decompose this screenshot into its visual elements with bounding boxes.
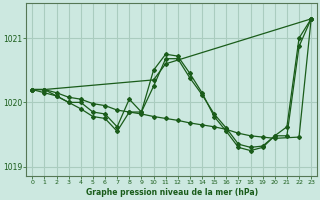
X-axis label: Graphe pression niveau de la mer (hPa): Graphe pression niveau de la mer (hPa) [86,188,258,197]
